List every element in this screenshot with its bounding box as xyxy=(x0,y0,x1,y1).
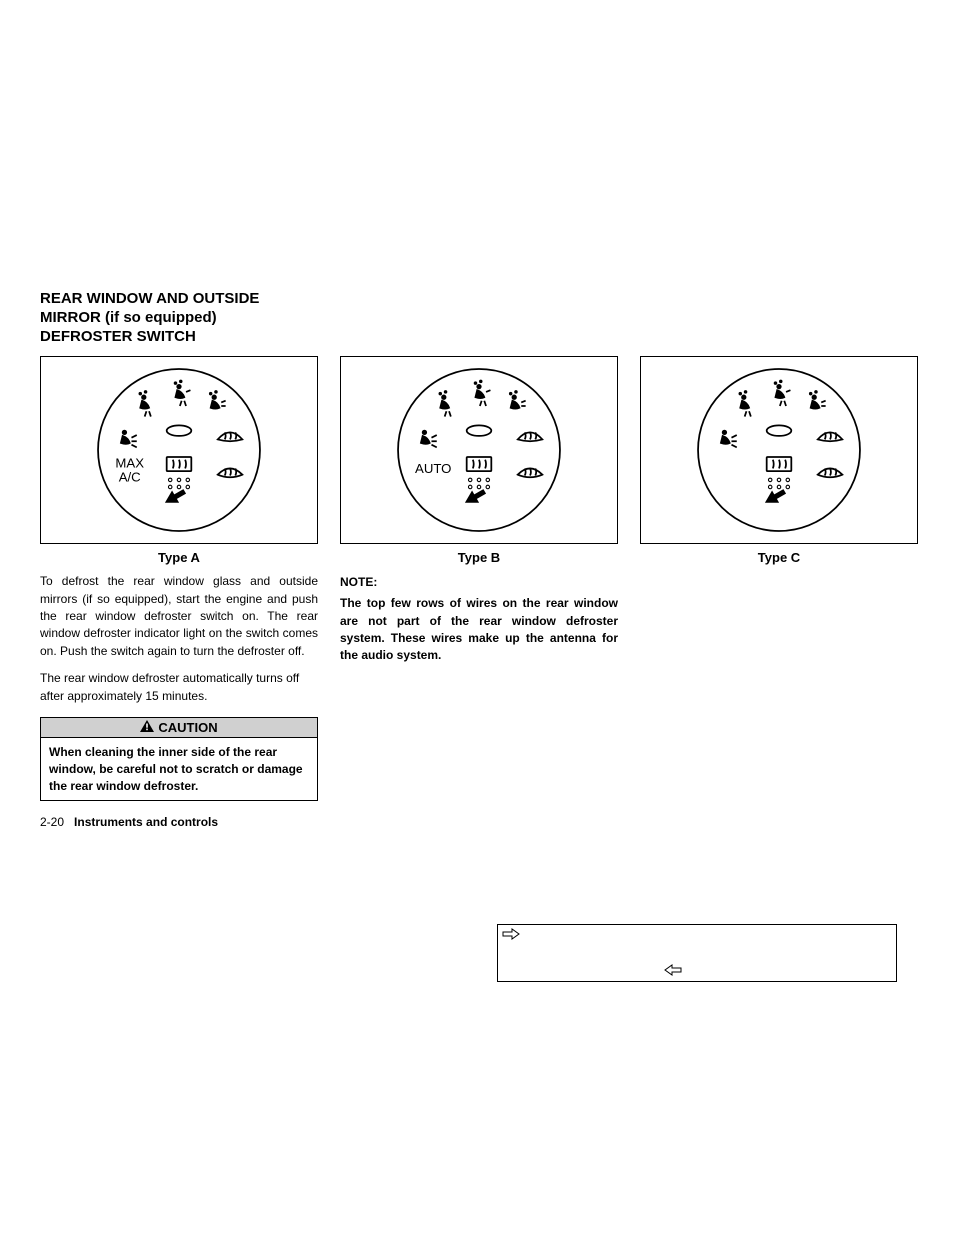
warning-triangle-icon xyxy=(140,720,154,735)
footer-reference-box xyxy=(497,924,897,982)
note-label: NOTE: xyxy=(340,575,618,589)
pointing-hand-right-icon xyxy=(502,927,520,945)
heading-line-2: MIRROR (if so equipped) xyxy=(40,309,217,326)
caution-header: CAUTION xyxy=(40,717,318,738)
dial-a-label-top: MAX xyxy=(115,456,144,471)
column-mid: AUTO Type B NOTE: The top few rows of wi… xyxy=(340,356,618,829)
dial-b-caption: Type B xyxy=(340,550,618,565)
dial-c-svg xyxy=(691,362,867,538)
dial-a-label-bottom: A/C xyxy=(119,470,141,485)
note-body: The top few rows of wires on the rear wi… xyxy=(340,595,618,665)
section-heading: REAR WINDOW AND OUTSIDE MIRROR (if so eq… xyxy=(40,290,320,346)
heading-line-3: DEFROSTER SWITCH xyxy=(40,328,196,345)
dial-b-svg: AUTO xyxy=(391,362,567,538)
dial-figure-a: MAX A/C xyxy=(40,356,318,544)
left-paragraph-1: To defrost the rear window glass and out… xyxy=(40,573,318,660)
dial-a-caption: Type A xyxy=(40,550,318,565)
dial-figure-b: AUTO xyxy=(340,356,618,544)
dial-c-caption: Type C xyxy=(640,550,918,565)
column-left: MAX A/C Type A To defrost the rear windo… xyxy=(40,356,318,829)
heading-line-1: REAR WINDOW AND OUTSIDE xyxy=(40,290,259,307)
dial-a-svg: MAX A/C xyxy=(91,362,267,538)
left-paragraph-2: The rear window defroster automatically … xyxy=(40,670,318,705)
caution-body: When cleaning the inner side of the rear… xyxy=(40,738,318,801)
page-footer: 2-20 Instruments and controls xyxy=(40,815,318,829)
dial-figure-c xyxy=(640,356,918,544)
section-name: Instruments and controls xyxy=(74,815,218,829)
pointing-hand-left-icon xyxy=(664,963,682,981)
page-number: 2-20 xyxy=(40,815,64,829)
column-right: Type C xyxy=(640,356,918,829)
caution-label: CAUTION xyxy=(158,720,217,735)
dial-b-label: AUTO xyxy=(415,461,451,476)
